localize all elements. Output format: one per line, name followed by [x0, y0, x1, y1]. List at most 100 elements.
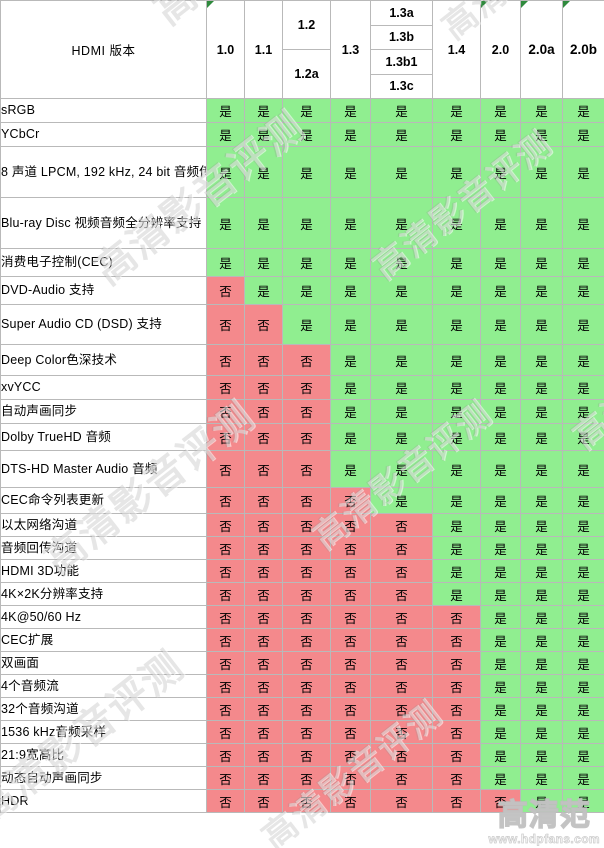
support-cell[interactable]: 否 — [282, 513, 331, 537]
support-cell[interactable]: 否 — [282, 628, 331, 652]
support-cell[interactable]: 否 — [370, 789, 433, 813]
support-cell[interactable]: 是 — [330, 344, 371, 376]
support-cell[interactable]: 否 — [370, 513, 433, 537]
support-cell[interactable]: 是 — [244, 276, 283, 305]
support-cell[interactable]: 否 — [282, 697, 331, 721]
support-cell[interactable]: 是 — [330, 197, 371, 249]
support-cell[interactable]: 否 — [206, 276, 245, 305]
support-cell[interactable]: 是 — [562, 697, 604, 721]
support-cell[interactable]: 是 — [432, 536, 481, 560]
feature-label[interactable]: CEC命令列表更新 — [0, 487, 207, 514]
support-cell[interactable]: 否 — [206, 766, 245, 790]
support-cell[interactable]: 否 — [282, 450, 331, 488]
feature-label[interactable]: HDR — [0, 789, 207, 813]
support-cell[interactable]: 是 — [370, 197, 433, 249]
support-cell[interactable]: 是 — [562, 344, 604, 376]
support-cell[interactable]: 否 — [206, 344, 245, 376]
support-cell[interactable]: 否 — [282, 375, 331, 400]
support-cell[interactable]: 否 — [282, 487, 331, 514]
support-cell[interactable]: 是 — [432, 513, 481, 537]
support-cell[interactable]: 是 — [562, 248, 604, 277]
support-cell[interactable]: 是 — [330, 423, 371, 451]
support-cell[interactable]: 是 — [480, 720, 521, 744]
support-cell[interactable]: 是 — [370, 248, 433, 277]
support-cell[interactable]: 是 — [520, 697, 563, 721]
support-cell[interactable]: 是 — [520, 743, 563, 767]
support-cell[interactable]: 是 — [206, 197, 245, 249]
support-cell[interactable]: 是 — [432, 559, 481, 583]
feature-label[interactable]: DTS-HD Master Audio 音频 — [0, 450, 207, 488]
support-cell[interactable]: 是 — [282, 122, 331, 147]
support-cell[interactable]: 否 — [432, 720, 481, 744]
support-cell[interactable]: 否 — [370, 720, 433, 744]
support-cell[interactable]: 否 — [244, 487, 283, 514]
support-cell[interactable]: 否 — [432, 628, 481, 652]
support-cell[interactable]: 是 — [520, 720, 563, 744]
feature-label[interactable]: HDMI 3D功能 — [0, 559, 207, 583]
feature-label[interactable]: 以太网络沟道 — [0, 513, 207, 537]
support-cell[interactable]: 否 — [244, 743, 283, 767]
support-cell[interactable]: 是 — [244, 197, 283, 249]
support-cell[interactable]: 否 — [206, 582, 245, 606]
support-cell[interactable]: 是 — [432, 487, 481, 514]
support-cell[interactable]: 是 — [562, 743, 604, 767]
support-cell[interactable]: 否 — [244, 423, 283, 451]
support-cell[interactable]: 是 — [330, 248, 371, 277]
support-cell[interactable]: 是 — [206, 98, 245, 123]
support-cell[interactable]: 是 — [520, 674, 563, 698]
support-cell[interactable]: 是 — [562, 720, 604, 744]
column-header-2-0[interactable]: 2.0 — [480, 0, 521, 99]
support-cell[interactable]: 是 — [244, 98, 283, 123]
support-cell[interactable]: 是 — [562, 146, 604, 198]
support-cell[interactable]: 是 — [480, 487, 521, 514]
feature-label[interactable]: 4个音频流 — [0, 674, 207, 698]
support-cell[interactable]: 否 — [330, 674, 371, 698]
support-cell[interactable]: 是 — [282, 98, 331, 123]
support-cell[interactable]: 否 — [206, 399, 245, 424]
support-cell[interactable]: 否 — [282, 344, 331, 376]
support-cell[interactable]: 是 — [480, 697, 521, 721]
support-cell[interactable]: 是 — [432, 276, 481, 305]
support-cell[interactable]: 是 — [244, 248, 283, 277]
support-cell[interactable]: 否 — [282, 789, 331, 813]
column-header-1-1[interactable]: 1.1 — [244, 0, 283, 99]
support-cell[interactable]: 否 — [244, 536, 283, 560]
support-cell[interactable]: 是 — [244, 122, 283, 147]
support-cell[interactable]: 是 — [562, 276, 604, 305]
support-cell[interactable]: 否 — [330, 582, 371, 606]
support-cell[interactable]: 是 — [480, 513, 521, 537]
support-cell[interactable]: 否 — [432, 605, 481, 629]
support-cell[interactable]: 是 — [480, 197, 521, 249]
feature-label[interactable]: 音频回传沟道 — [0, 536, 207, 560]
feature-label[interactable]: 动态自动声画同步 — [0, 766, 207, 790]
support-cell[interactable]: 是 — [520, 651, 563, 675]
support-cell[interactable]: 否 — [206, 304, 245, 345]
support-cell[interactable]: 否 — [282, 605, 331, 629]
support-cell[interactable]: 是 — [480, 276, 521, 305]
support-cell[interactable]: 是 — [520, 628, 563, 652]
support-cell[interactable]: 否 — [330, 605, 371, 629]
support-cell[interactable]: 是 — [480, 122, 521, 147]
feature-label[interactable]: 8 声道 LPCM, 192 kHz, 24 bit 音频传输 — [0, 146, 207, 198]
support-cell[interactable]: 是 — [206, 146, 245, 198]
support-cell[interactable]: 是 — [432, 98, 481, 123]
support-cell[interactable]: 是 — [480, 98, 521, 123]
support-cell[interactable]: 否 — [282, 720, 331, 744]
support-cell[interactable]: 否 — [206, 697, 245, 721]
support-cell[interactable]: 是 — [562, 582, 604, 606]
feature-label[interactable]: 4K×2K分辨率支持 — [0, 582, 207, 606]
support-cell[interactable]: 否 — [206, 513, 245, 537]
support-cell[interactable]: 是 — [520, 248, 563, 277]
support-cell[interactable]: 是 — [520, 789, 563, 813]
support-cell[interactable]: 是 — [370, 122, 433, 147]
support-cell[interactable]: 否 — [330, 789, 371, 813]
support-cell[interactable]: 否 — [282, 651, 331, 675]
support-cell[interactable]: 是 — [480, 536, 521, 560]
support-cell[interactable]: 否 — [244, 513, 283, 537]
support-cell[interactable]: 是 — [282, 197, 331, 249]
support-cell[interactable]: 是 — [520, 766, 563, 790]
support-cell[interactable]: 是 — [562, 536, 604, 560]
support-cell[interactable]: 否 — [330, 628, 371, 652]
support-cell[interactable]: 是 — [330, 146, 371, 198]
feature-label[interactable]: 自动声画同步 — [0, 399, 207, 424]
